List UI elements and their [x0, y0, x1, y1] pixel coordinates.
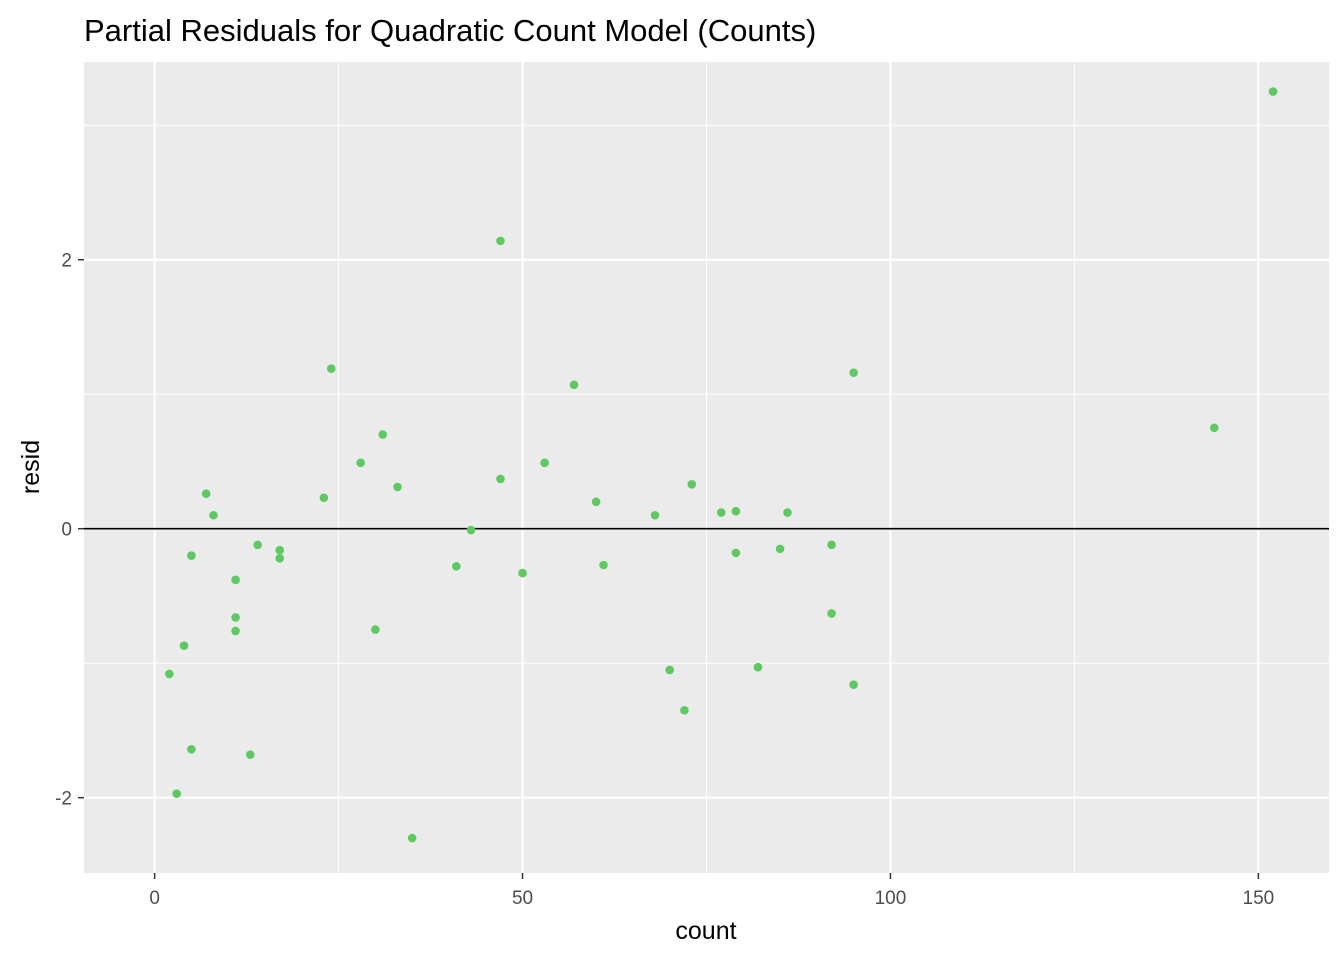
- data-point: [496, 236, 505, 246]
- data-point: [1268, 87, 1278, 96]
- x-tick-label: 0: [149, 888, 160, 909]
- y-tick-label: -2: [55, 789, 72, 810]
- data-point: [187, 551, 196, 560]
- data-point: [275, 545, 285, 555]
- data-point: [231, 626, 240, 636]
- data-point: [201, 489, 211, 499]
- x-tick-label: 100: [875, 888, 907, 909]
- data-point: [665, 665, 675, 675]
- data-point: [540, 458, 549, 468]
- data-point: [783, 508, 792, 517]
- data-point: [569, 380, 579, 390]
- data-point: [1209, 423, 1219, 433]
- data-point: [466, 525, 476, 535]
- data-point: [731, 506, 741, 516]
- y-axis-title: resid: [17, 440, 45, 494]
- data-point: [172, 789, 182, 798]
- data-point: [231, 613, 240, 622]
- data-point: [680, 705, 689, 715]
- data-point: [245, 750, 255, 759]
- minor-gridlines: [84, 62, 1329, 873]
- data-point: [591, 497, 601, 507]
- y-axis: -2 0 2: [55, 251, 84, 810]
- data-point: [231, 575, 240, 585]
- data-point: [179, 641, 189, 651]
- residual-points: [165, 87, 1278, 843]
- x-axis-title: count: [675, 917, 736, 945]
- data-point: [253, 540, 262, 550]
- data-point: [827, 609, 836, 618]
- data-point: [753, 662, 763, 672]
- data-point: [275, 553, 285, 563]
- data-point: [827, 540, 836, 550]
- data-point: [378, 430, 388, 439]
- y-tick-label: 2: [61, 251, 72, 272]
- data-point: [518, 568, 527, 578]
- data-point: [849, 680, 858, 690]
- x-tick-label: 150: [1243, 888, 1275, 909]
- x-tick-label: 50: [512, 888, 533, 909]
- x-axis: 0 50 100 150: [149, 873, 1274, 909]
- data-point: [356, 458, 365, 468]
- data-point: [393, 482, 402, 492]
- data-point: [187, 744, 196, 754]
- data-point: [452, 562, 461, 571]
- data-point: [209, 510, 218, 520]
- data-point: [849, 368, 858, 377]
- y-tick-label: 0: [61, 520, 72, 541]
- data-point: [731, 548, 741, 558]
- chart-title: Partial Residuals for Quadratic Count Mo…: [84, 13, 816, 48]
- data-point: [650, 510, 660, 520]
- data-point: [496, 474, 505, 484]
- data-point: [165, 669, 174, 679]
- data-point: [599, 560, 608, 570]
- data-point: [319, 493, 329, 503]
- data-point: [687, 480, 697, 489]
- data-point: [371, 625, 380, 634]
- data-point: [775, 544, 785, 554]
- data-point: [326, 364, 336, 373]
- data-point: [716, 508, 726, 517]
- data-point: [407, 833, 417, 843]
